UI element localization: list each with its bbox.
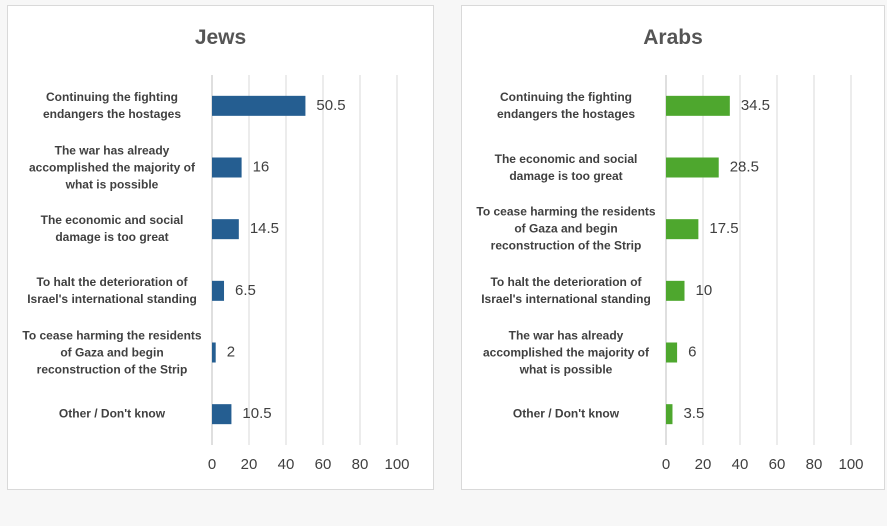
category-label: The war has already accomplished the maj… [28, 143, 196, 191]
value-label: 6 [688, 343, 696, 360]
bar [212, 157, 242, 178]
x-tick-label: 0 [208, 456, 216, 473]
x-tick-label: 60 [769, 456, 786, 473]
bar [212, 280, 225, 301]
category-label: The economic and social damage is too gr… [40, 213, 184, 245]
bar [666, 95, 730, 116]
value-label: 2 [227, 343, 235, 360]
value-label: 3.5 [683, 405, 704, 422]
bar [212, 342, 216, 363]
chart-title: Arabs [643, 26, 703, 49]
bar [666, 280, 685, 301]
x-tick-label: 100 [838, 456, 863, 473]
category-label: To halt the deterioration of Israel's in… [481, 274, 651, 306]
value-label: 34.5 [741, 97, 770, 114]
category-label: The economic and social damage is too gr… [494, 151, 638, 183]
category-label: To cease harming the residents of Gaza a… [22, 328, 202, 376]
x-tick-label: 20 [241, 456, 258, 473]
x-tick-label: 0 [662, 456, 670, 473]
value-label: 10 [696, 282, 713, 299]
x-tick-label: 40 [278, 456, 295, 473]
category-label: To cease harming the residents of Gaza a… [476, 204, 656, 253]
bar [666, 219, 699, 240]
value-label: 14.5 [250, 220, 279, 237]
bar [212, 219, 239, 240]
category-label: Continuing the fighting endangers the ho… [496, 89, 636, 121]
x-tick-label: 80 [806, 456, 823, 473]
bar [212, 95, 306, 116]
bar [666, 404, 673, 425]
bar [666, 157, 719, 178]
x-tick-label: 60 [315, 456, 332, 473]
value-label: 10.5 [242, 405, 271, 422]
category-label: The war has already accomplished the maj… [482, 328, 650, 376]
x-tick-label: 40 [732, 456, 749, 473]
category-label: Other / Don't know [58, 406, 166, 421]
value-label: 16 [253, 158, 270, 175]
value-label: 17.5 [709, 220, 738, 237]
x-tick-label: 80 [352, 456, 369, 473]
value-label: 6.5 [235, 282, 256, 299]
x-tick-label: 100 [384, 456, 409, 473]
bar [666, 342, 678, 363]
category-label: Other / Don't know [512, 406, 620, 421]
value-label: 28.5 [730, 158, 759, 175]
bar [212, 404, 232, 425]
chart-title: Jews [194, 26, 247, 49]
category-label: Continuing the fighting endangers the ho… [42, 89, 182, 121]
value-label: 50.5 [316, 97, 345, 114]
category-label: To halt the deterioration of Israel's in… [27, 274, 197, 306]
x-tick-label: 20 [695, 456, 712, 473]
